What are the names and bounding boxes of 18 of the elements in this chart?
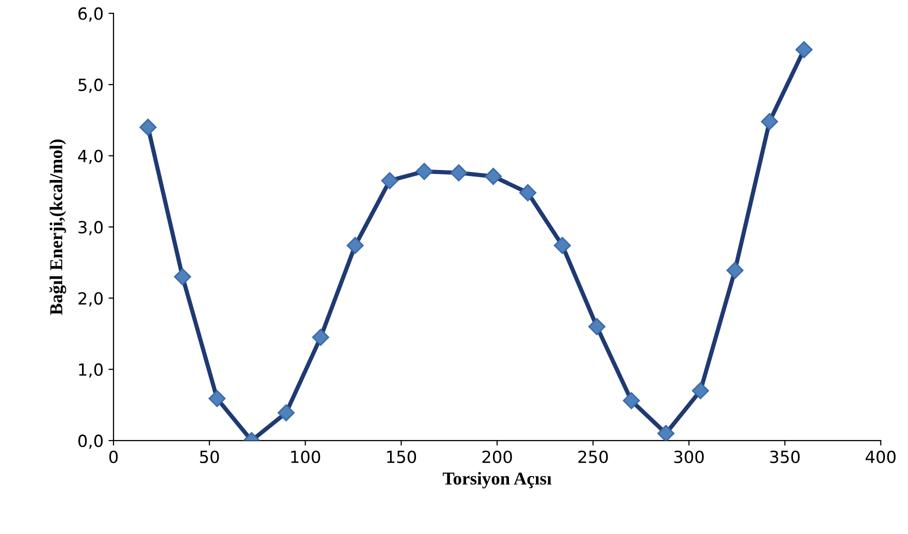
x-tick-label: 300: [674, 450, 704, 464]
y-axis-title: Bağıl Enerji,(kcal/mol): [49, 139, 66, 315]
x-tick-label: 350: [770, 450, 800, 464]
x-axis-title: Torsiyon Açısı: [442, 472, 552, 488]
x-tick-label: 100: [291, 450, 320, 464]
y-tick-label: 5,0: [78, 78, 103, 93]
y-tick-label: 3,0: [78, 220, 103, 236]
y-tick-label: 4,0: [78, 150, 103, 164]
x-tick-label: 50: [200, 450, 219, 464]
y-tick-label: 1,0: [79, 363, 103, 378]
x-tick-label: 0: [109, 450, 118, 464]
x-tick-label: 200: [482, 450, 512, 464]
y-tick-label: 6,0: [78, 7, 103, 22]
x-tick-label: 400: [866, 450, 896, 464]
y-tick-label: 2,0: [78, 292, 103, 306]
x-tick-label: 150: [387, 450, 416, 464]
y-tick-label: 0,0: [78, 434, 103, 449]
x-tick-label: 250: [578, 450, 608, 464]
